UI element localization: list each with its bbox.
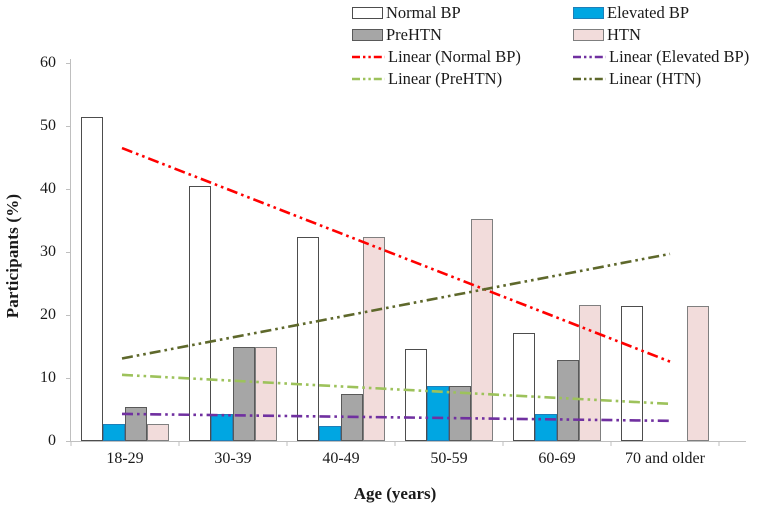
legend-swatch-box-icon xyxy=(352,29,383,41)
legend-swatch-box-icon xyxy=(352,7,383,19)
bar-prehtn xyxy=(557,359,579,441)
x-tick-label: 50-59 xyxy=(430,450,468,467)
legend-label: Linear (Normal BP) xyxy=(388,47,521,66)
bar-prehtn xyxy=(449,386,471,441)
legend-label: PreHTN xyxy=(386,25,442,44)
legend-swatch-line-icon xyxy=(352,55,385,59)
bar-htn xyxy=(363,236,385,441)
legend-swatch-box-icon xyxy=(573,7,604,19)
legend-item-linear-htn-: Linear (HTN) xyxy=(573,69,749,89)
bar-elevated-bp xyxy=(103,423,125,441)
legend-item-elevated-bp: Elevated BP xyxy=(573,3,749,23)
legend-label: HTN xyxy=(607,25,641,44)
bar-normal-bp xyxy=(297,236,319,441)
bar-elevated-bp xyxy=(427,386,449,441)
legend-swatch-line-icon xyxy=(573,55,606,59)
bar-normal-bp xyxy=(513,332,535,441)
y-tick-label: 0 xyxy=(48,432,56,449)
x-tick-label: 30-39 xyxy=(214,450,252,467)
bar-normal-bp xyxy=(405,349,427,441)
bar-prehtn xyxy=(125,406,147,441)
bar-prehtn xyxy=(341,394,363,441)
bar-elevated-bp xyxy=(319,425,341,441)
y-tick-label: 60 xyxy=(40,54,56,71)
bar-prehtn xyxy=(233,347,255,441)
bar-htn xyxy=(579,304,601,441)
y-tick-label: 10 xyxy=(40,369,56,386)
x-tick-label: 60-69 xyxy=(538,450,576,467)
bar-htn xyxy=(687,306,709,441)
bar-normal-bp xyxy=(621,306,643,441)
bar-elevated-bp xyxy=(211,413,233,441)
bar-htn xyxy=(147,423,169,441)
legend-label: Normal BP xyxy=(386,3,461,22)
legend-label: Linear (Elevated BP) xyxy=(609,47,750,66)
bar-htn xyxy=(471,219,493,441)
legend-item-prehtn: PreHTN xyxy=(352,25,573,45)
legend-label: Elevated BP xyxy=(607,3,690,22)
x-axis-title: Age (years) xyxy=(353,484,437,503)
legend-item-htn: HTN xyxy=(573,25,749,45)
y-tick-label: 30 xyxy=(40,243,56,260)
x-tick-label: 40-49 xyxy=(322,450,360,467)
y-tick-label: 20 xyxy=(40,306,56,323)
legend-swatch-box-icon xyxy=(573,29,604,41)
legend-label: Linear (HTN) xyxy=(609,69,702,88)
bar-normal-bp xyxy=(81,117,103,441)
legend-item-linear-prehtn-: Linear (PreHTN) xyxy=(352,69,573,89)
x-tick-label: 18-29 xyxy=(106,450,144,467)
legend-swatch-line-icon xyxy=(352,77,385,81)
y-tick-label: 40 xyxy=(40,180,56,197)
legend-swatch-line-icon xyxy=(573,77,606,81)
legend-label: Linear (PreHTN) xyxy=(388,69,503,88)
bar-normal-bp xyxy=(189,186,211,441)
chart-legend: Normal BP Elevated BP PreHTN HTN Linear (Nor… xyxy=(352,2,749,90)
legend-item-linear-elevated-bp-: Linear (Elevated BP) xyxy=(573,47,749,67)
legend-item-linear-normal-bp-: Linear (Normal BP) xyxy=(352,47,573,67)
legend-item-normal-bp: Normal BP xyxy=(352,3,573,23)
x-tick-label: 70 and older xyxy=(625,450,705,467)
y-tick-label: 50 xyxy=(40,117,56,134)
bar-htn xyxy=(255,347,277,441)
bar-elevated-bp xyxy=(535,413,557,441)
